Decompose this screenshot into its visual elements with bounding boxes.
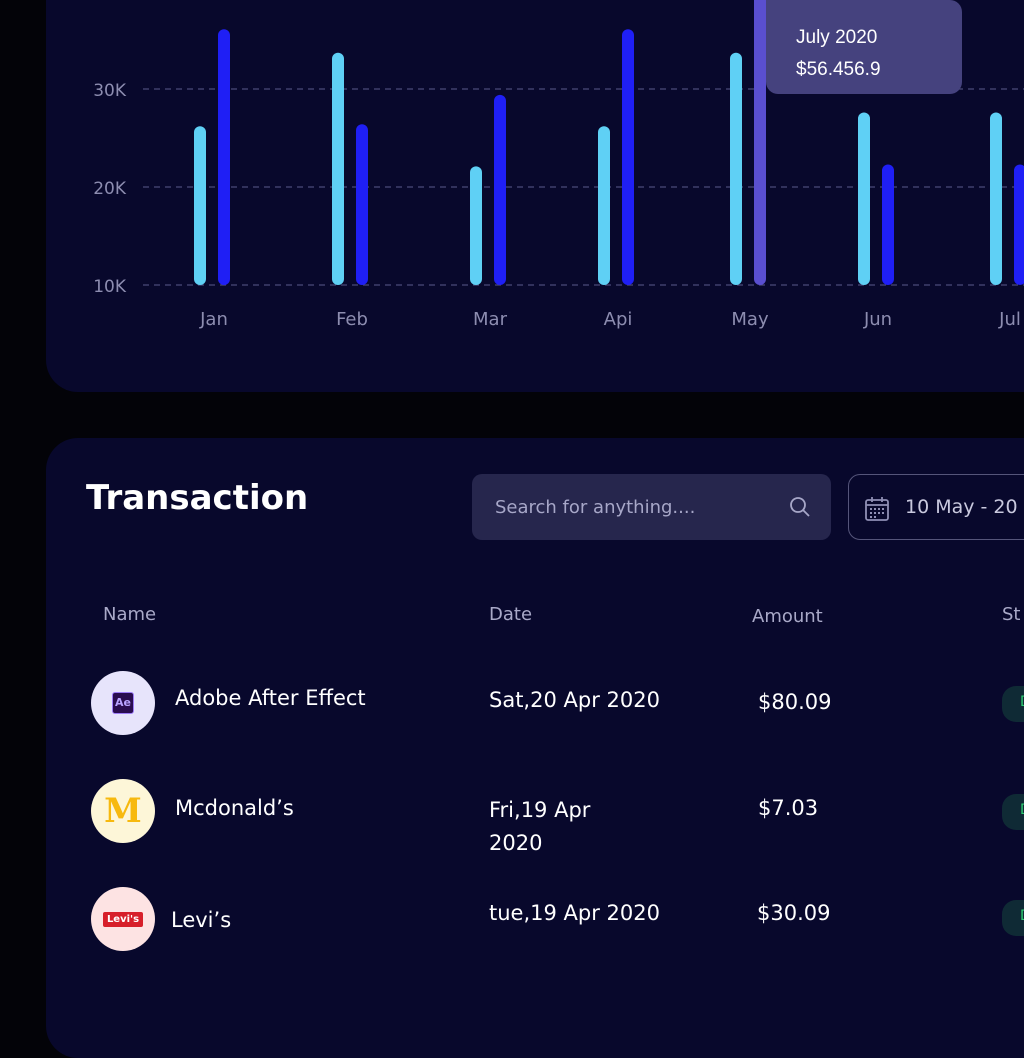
status-badge: D: [1002, 686, 1024, 722]
date-range-picker[interactable]: 10 May - 20: [848, 474, 1024, 540]
transaction-card: [46, 438, 1024, 1058]
bar-feb-1: [356, 124, 368, 285]
tooltip-title: July 2020: [796, 27, 878, 48]
transaction-title: Transaction: [86, 478, 309, 518]
status-badge: D: [1002, 794, 1024, 830]
row-amount: $30.09: [757, 901, 831, 925]
bar-jul-0: [990, 112, 1002, 286]
tooltip-value: $56.456.9: [796, 59, 881, 80]
bar-jan-0: [194, 126, 206, 286]
levis-logo: Levi's: [91, 887, 155, 951]
row-date: Fri,19 Apr 2020: [489, 798, 591, 855]
chart-tooltip: July 2020 $56.456.9: [766, 0, 962, 94]
x-tick-label: Jul: [998, 309, 1021, 330]
bar-api-1: [622, 29, 634, 285]
column-header-status[interactable]: St: [1002, 604, 1021, 625]
bar-api-0: [598, 126, 610, 286]
row-amount: $7.03: [758, 796, 819, 820]
row-name: Levi’s: [171, 908, 232, 932]
x-tick-label: Jun: [863, 309, 892, 330]
mcdonalds-logo: M: [91, 779, 155, 843]
row-date: Sat,20 Apr 2020: [489, 688, 660, 712]
bar-chart: 10K 20K 30K Jan Feb Mar Api May Jun Jul: [93, 0, 1024, 330]
search-placeholder: Search for anything....: [495, 496, 696, 518]
row-date: tue,19 Apr 2020: [489, 901, 660, 925]
x-tick-label: Jan: [199, 309, 228, 330]
search-input[interactable]: Search for anything....: [472, 474, 831, 540]
calendar-icon: [865, 497, 889, 521]
y-tick-label: 30K: [93, 81, 127, 101]
search-icon[interactable]: [789, 496, 811, 518]
bar-may-0: [730, 52, 742, 285]
bar-jan-1: [218, 29, 230, 285]
column-header-name[interactable]: Name: [103, 604, 157, 625]
y-tick-label: 10K: [93, 277, 127, 297]
x-tick-label: Mar: [473, 309, 508, 330]
bar-mar-1: [494, 94, 506, 285]
bar-may-1: [754, 0, 766, 285]
date-range-text: 10 May - 20: [905, 496, 1018, 518]
x-tick-label: May: [731, 309, 769, 330]
row-name: Mcdonald’s: [175, 796, 294, 820]
bar-mar-0: [470, 166, 482, 285]
bar-feb-0: [332, 52, 344, 285]
bar-jun-0: [858, 112, 870, 286]
y-tick-label: 20K: [93, 179, 127, 199]
x-tick-label: Api: [604, 309, 633, 330]
row-amount: $80.09: [758, 690, 832, 714]
column-header-date[interactable]: Date: [489, 604, 533, 625]
adobe-logo: Ae: [91, 671, 155, 735]
status-badge: D: [1002, 900, 1024, 936]
column-header-amount[interactable]: Amount: [752, 606, 823, 627]
bar-jun-1: [882, 164, 894, 285]
row-name: Adobe After Effect: [175, 686, 366, 710]
x-tick-label: Feb: [336, 309, 368, 330]
bar-jul-1: [1014, 164, 1024, 285]
